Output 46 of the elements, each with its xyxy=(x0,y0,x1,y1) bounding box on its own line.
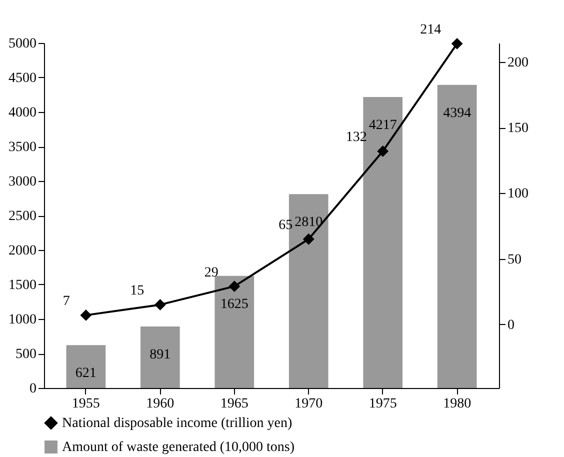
y2-tick-label: 200 xyxy=(508,56,528,71)
data-label: 4394 xyxy=(443,106,472,121)
y-tick-label: 4000 xyxy=(8,106,36,120)
y2-tick-label: 150 xyxy=(508,121,528,136)
x-tick-label: 1975 xyxy=(368,396,397,412)
y2-tick-label: 100 xyxy=(508,186,528,202)
data-label: 214 xyxy=(420,22,442,38)
data-label: 621 xyxy=(75,366,96,382)
y-tick-label: 4500 xyxy=(8,71,36,86)
y2-tick-label: 50 xyxy=(508,252,522,268)
y-tick-label: 2500 xyxy=(8,209,36,224)
y-tick-label: 3000 xyxy=(8,174,36,190)
y-tick-label: 3500 xyxy=(8,140,36,155)
y-tick-label: 500 xyxy=(16,347,36,362)
y-tick-label: 1500 xyxy=(8,278,36,293)
bar xyxy=(214,276,254,388)
point xyxy=(154,299,166,310)
legend-label: Amount of waste generated (10,000 tons) xyxy=(62,440,295,455)
data-label: 891 xyxy=(150,348,171,363)
y-tick-label: 2000 xyxy=(8,244,36,258)
bar xyxy=(66,345,106,388)
point xyxy=(80,309,92,321)
data-label: 65 xyxy=(278,218,293,234)
point xyxy=(451,38,463,50)
x-tick-label: 1980 xyxy=(443,396,472,412)
bar xyxy=(140,326,180,388)
x-tick-label: 1955 xyxy=(72,396,100,412)
point xyxy=(228,280,240,292)
point xyxy=(377,146,389,157)
data-label: 2810 xyxy=(294,215,323,230)
y-tick-label: 5000 xyxy=(8,36,36,52)
data-label: 15 xyxy=(130,284,144,299)
data-label: 29 xyxy=(204,265,218,280)
bar xyxy=(437,84,477,388)
x-tick-label: 1970 xyxy=(294,396,323,412)
data-label: 4217 xyxy=(368,118,397,134)
y-tick-label: 1000 xyxy=(8,312,36,328)
data-label: 132 xyxy=(346,130,367,146)
y2-tick-label: 0 xyxy=(508,318,514,333)
y-tick-label: 0 xyxy=(30,382,36,396)
data-label: 7 xyxy=(62,294,70,310)
x-tick-label: 1965 xyxy=(220,396,248,412)
legend-label: National disposable income (trillion yen) xyxy=(62,416,293,431)
x-tick-label: 1960 xyxy=(146,396,174,412)
point xyxy=(302,233,314,245)
data-label: 1625 xyxy=(220,296,248,312)
